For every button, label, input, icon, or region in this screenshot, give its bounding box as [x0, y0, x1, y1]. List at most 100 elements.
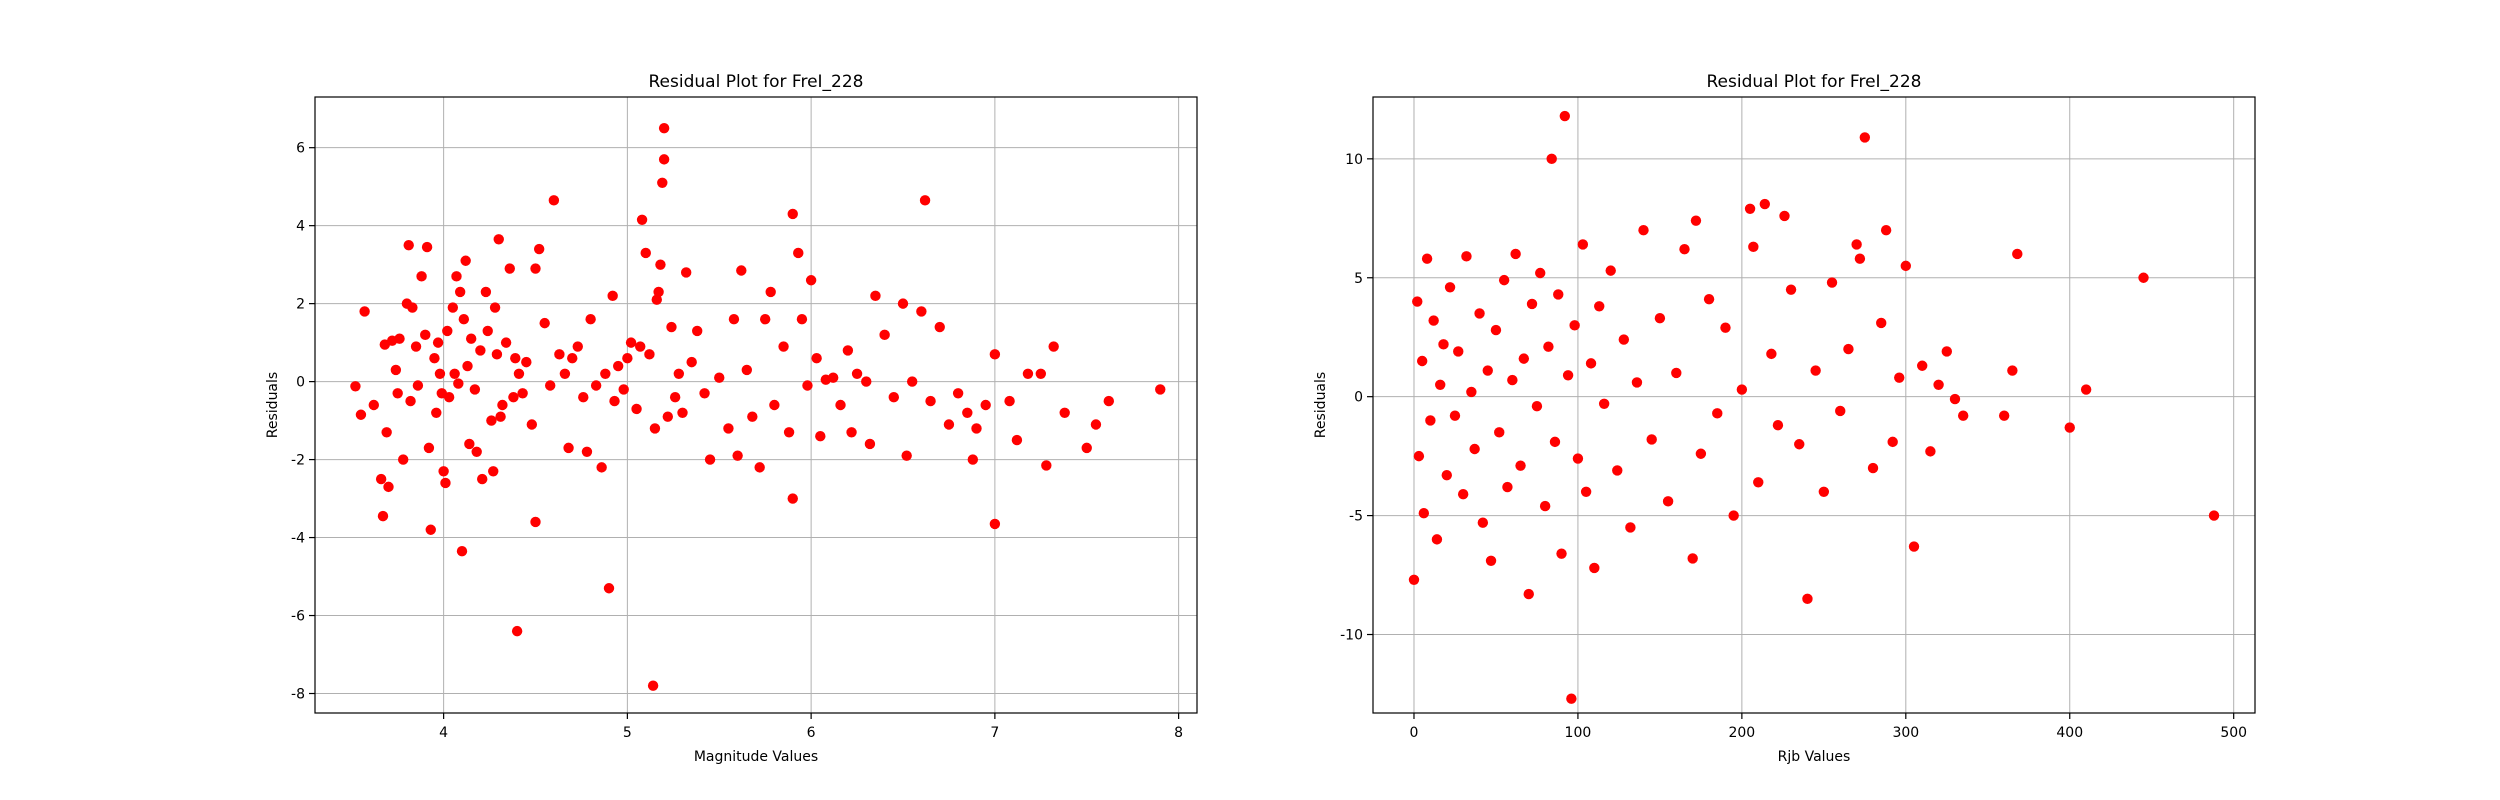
- data-point: [989, 349, 1001, 360]
- data-point: [1559, 110, 1571, 122]
- data-point: [1041, 460, 1052, 471]
- data-point: [429, 353, 440, 364]
- data-point: [355, 409, 367, 420]
- data-point: [1498, 274, 1510, 286]
- data-point: [1004, 395, 1015, 407]
- data-point: [581, 446, 593, 457]
- data-point: [482, 325, 493, 337]
- data-point: [811, 353, 822, 364]
- data-point: [488, 466, 499, 477]
- data-point: [421, 241, 433, 253]
- x-tick-label: 8: [1174, 725, 1183, 741]
- data-point: [1720, 322, 1731, 333]
- data-point: [416, 271, 427, 282]
- data-point: [1894, 372, 1905, 383]
- data-point: [827, 372, 839, 383]
- data-point: [906, 376, 918, 387]
- data-point: [1802, 593, 1813, 605]
- data-point: [802, 380, 813, 391]
- data-point: [489, 302, 501, 313]
- data-point: [469, 384, 481, 395]
- data-point: [1435, 379, 1446, 390]
- data-point: [658, 122, 670, 134]
- data-point: [741, 364, 753, 376]
- data-point: [497, 399, 508, 411]
- data-point: [403, 239, 414, 251]
- y-tick-label: -2: [291, 453, 305, 469]
- data-point: [1035, 368, 1047, 380]
- data-point: [390, 364, 402, 376]
- data-point: [1908, 541, 1920, 552]
- data-point: [1854, 253, 1866, 264]
- chart-title: Residual Plot for FreI_228: [1707, 72, 1922, 92]
- left-scatter-axes: 4 5 6 7 8 -8 -6 -4 -2 0 2 4 6 Residual Plot for FreI_…: [265, 72, 1198, 765]
- data-point: [1671, 367, 1682, 379]
- data-point: [699, 388, 710, 399]
- data-point: [590, 380, 602, 391]
- data-point: [1605, 265, 1616, 276]
- data-point: [967, 454, 979, 465]
- x-tick-label: 100: [1565, 725, 1592, 741]
- data-point: [1543, 341, 1554, 352]
- data-point: [1011, 434, 1023, 446]
- data-point: [434, 368, 446, 380]
- data-point: [901, 450, 912, 461]
- x-tick-label: 500: [2220, 725, 2247, 741]
- data-point: [1526, 298, 1538, 310]
- data-point: [1810, 365, 1821, 376]
- x-tick-label: 0: [1410, 725, 1419, 741]
- data-point: [410, 341, 422, 352]
- y-tick-label: 6: [296, 141, 305, 157]
- y-tick-label: -8: [291, 687, 305, 703]
- data-point: [585, 314, 596, 325]
- data-point: [1585, 358, 1597, 369]
- data-point: [530, 516, 541, 528]
- data-point: [500, 337, 512, 348]
- data-point: [640, 247, 651, 259]
- data-point: [1785, 284, 1797, 295]
- x-tick-label: 300: [1892, 725, 1919, 741]
- data-point: [1535, 267, 1546, 279]
- data-point: [1490, 324, 1502, 336]
- data-point: [603, 583, 615, 594]
- data-point: [1566, 693, 1577, 704]
- y-tick-label: 4: [296, 219, 305, 235]
- data-point: [1090, 419, 1102, 430]
- data-point: [1453, 346, 1464, 357]
- data-point: [1048, 341, 1059, 352]
- data-point: [1485, 555, 1497, 566]
- data-point: [1933, 379, 1944, 390]
- data-point: [636, 214, 648, 226]
- data-point: [851, 368, 863, 380]
- data-point: [596, 462, 607, 473]
- data-point: [1917, 360, 1928, 371]
- data-point: [1631, 377, 1643, 388]
- data-point: [778, 341, 789, 352]
- data-point: [1155, 384, 1166, 395]
- data-point: [1728, 510, 1739, 521]
- x-tick-label: 4: [439, 725, 448, 741]
- data-point: [680, 267, 692, 278]
- x-tick-label: 400: [2056, 725, 2083, 741]
- data-point: [377, 510, 389, 522]
- data-point: [686, 356, 697, 368]
- data-point: [815, 430, 826, 442]
- data-point: [728, 314, 740, 325]
- data-point: [759, 314, 771, 325]
- data-point: [1562, 370, 1574, 381]
- x-tick-label: 200: [1728, 725, 1755, 741]
- data-point: [480, 286, 492, 298]
- y-tick-label: -10: [1340, 628, 1363, 644]
- data-point: [1589, 562, 1600, 574]
- data-point: [1444, 282, 1456, 293]
- data-point: [1431, 534, 1443, 545]
- data-point: [1646, 434, 1657, 445]
- data-point: [533, 243, 545, 255]
- data-point: [2080, 384, 2092, 395]
- data-point: [714, 372, 725, 383]
- x-tick-label: 5: [623, 725, 632, 741]
- data-point: [662, 411, 673, 422]
- data-point: [1494, 427, 1505, 438]
- data-point: [431, 407, 442, 418]
- data-point: [600, 368, 611, 380]
